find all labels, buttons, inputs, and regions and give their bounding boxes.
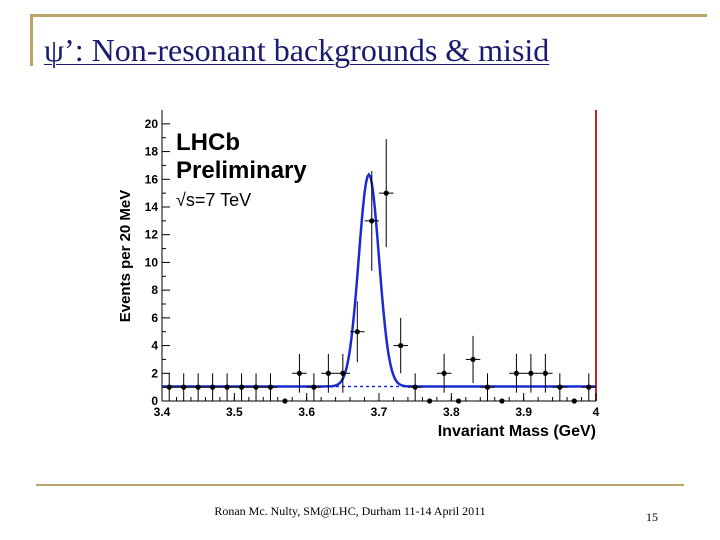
data-point — [528, 370, 534, 376]
data-point — [224, 384, 230, 390]
data-point — [181, 384, 187, 390]
x-tick-label: 4 — [593, 405, 600, 419]
y-axis-ticks: 0 2 4 6 8 10 12 14 16 18 20 — [145, 117, 170, 408]
data-point — [470, 356, 476, 363]
x-tick-label: 3.5 — [226, 405, 243, 419]
data-point — [542, 370, 548, 376]
x-tick-label: 3.8 — [443, 405, 460, 419]
data-point — [166, 384, 172, 390]
data-point — [455, 398, 462, 404]
title-rule — [30, 14, 707, 17]
page-number: 15 — [646, 510, 658, 524]
data-point — [571, 398, 577, 404]
data-point — [513, 370, 520, 376]
y-tick-label: 18 — [145, 145, 159, 159]
data-point — [238, 384, 245, 390]
title-rule-vertical — [30, 14, 33, 66]
fit-component — [162, 172, 596, 388]
annotation-lhcb: LHCb — [176, 129, 240, 156]
data-point — [398, 342, 404, 349]
chart-svg: 0 2 4 6 8 10 12 14 16 18 20 3.4 3.5 3.6 3.7 3.8 3.9 4 Ev… — [117, 109, 600, 440]
y-tick-label: 6 — [151, 311, 158, 325]
y-tick-label: 2 — [151, 366, 158, 380]
y-tick-label: 16 — [145, 172, 159, 186]
data-point — [557, 384, 563, 390]
data-point — [253, 384, 259, 390]
x-tick-label: 3.9 — [515, 405, 532, 419]
data-point — [441, 370, 447, 376]
y-axis-label: Events per 20 MeV — [117, 190, 134, 323]
x-axis-label: Invariant Mass (GeV) — [438, 423, 596, 440]
data-point — [412, 384, 418, 390]
data-point — [383, 190, 389, 196]
y-tick-label: 20 — [145, 117, 159, 131]
data-point — [296, 370, 303, 376]
data-point — [340, 370, 346, 376]
data-point — [586, 384, 592, 390]
y-tick-label: 10 — [145, 255, 159, 269]
footer-rule — [36, 484, 684, 486]
fit-curve — [162, 172, 596, 388]
y-tick-label: 14 — [145, 200, 159, 214]
data-point — [369, 218, 375, 224]
annotation-energy: √s=7 TeV — [176, 190, 251, 210]
annotation-preliminary: Preliminary — [176, 157, 307, 184]
data-point — [354, 329, 360, 335]
data-point — [499, 398, 505, 404]
y-tick-label: 0 — [151, 394, 158, 408]
data-point — [195, 384, 201, 390]
footer-text: Ronan Mc. Nulty, SM@LHC, Durham 11-14 Ap… — [214, 504, 486, 518]
y-tick-label: 4 — [151, 339, 158, 353]
y-tick-label: 8 — [151, 283, 158, 297]
x-tick-label: 3.4 — [154, 405, 171, 419]
x-tick-label: 3.7 — [371, 405, 388, 419]
x-axis-ticks: 3.4 3.5 3.6 3.7 3.8 3.9 4 — [154, 393, 600, 419]
slide-title: ψ’: Non-resonant backgrounds & misid — [44, 32, 550, 68]
data-point — [325, 370, 331, 376]
data-point — [427, 398, 433, 404]
data-point — [267, 384, 274, 390]
chart-panel: 0 2 4 6 8 10 12 14 16 18 20 3.4 3.5 3.6 3.7 3.8 3.9 4 Ev… — [108, 104, 608, 444]
data-point — [311, 384, 317, 390]
data-point — [210, 384, 216, 390]
data-points — [162, 139, 596, 404]
y-tick-label: 12 — [145, 228, 159, 242]
data-point — [282, 398, 288, 404]
data-point — [484, 384, 491, 390]
x-tick-label: 3.6 — [298, 405, 315, 419]
